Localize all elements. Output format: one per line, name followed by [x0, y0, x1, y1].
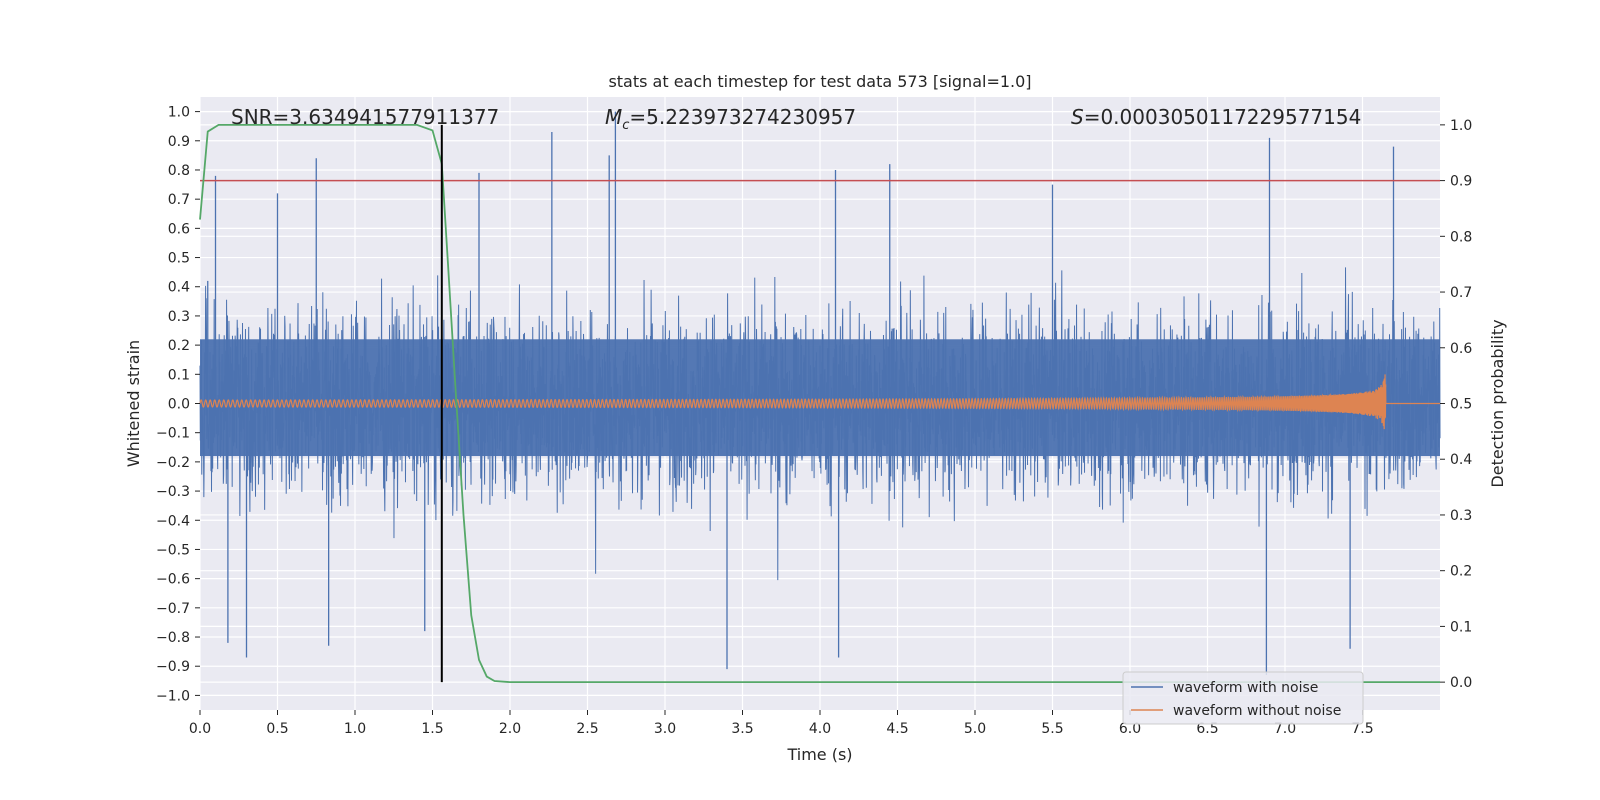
- chirp-mass-subscript: c: [622, 118, 629, 133]
- y-tick-label: 0.3: [168, 309, 190, 325]
- x-tick-label: 0.0: [189, 721, 211, 737]
- s-value: =0.0003050117229577154: [1084, 105, 1362, 129]
- x-tick-label: 3.5: [731, 721, 753, 737]
- x-tick-label: 1.5: [421, 721, 443, 737]
- legend-entry-with-noise: waveform with noise: [1173, 680, 1318, 696]
- chirp-mass-symbol: M: [605, 105, 622, 129]
- y2-tick-label: 0.3: [1450, 508, 1472, 524]
- y-tick-label: −0.1: [156, 426, 190, 442]
- y-tick-label: 0.8: [168, 163, 190, 179]
- chart-title: stats at each timestep for test data 573…: [608, 72, 1031, 91]
- y-tick-label: −0.4: [156, 513, 190, 529]
- y-tick-label: 0.6: [168, 221, 190, 237]
- x-tick-label: 6.0: [1119, 721, 1141, 737]
- snr-annotation: SNR=3.634941577911377: [231, 105, 499, 129]
- y2-tick-label: 1.0: [1450, 118, 1472, 134]
- y-tick-label: −0.2: [156, 455, 190, 471]
- overlay: [199, 123, 1440, 684]
- y-axis-label: Whitened strain: [124, 340, 143, 467]
- x-tick-label: 2.0: [499, 721, 521, 737]
- x-tick-label: 2.5: [576, 721, 598, 737]
- legend-entry-without-noise: waveform without noise: [1173, 703, 1341, 719]
- x-tick-label: 1.0: [344, 721, 366, 737]
- x-tick-label: 7.5: [1351, 721, 1373, 737]
- legend: waveform with noise waveform without noi…: [1122, 671, 1364, 725]
- y2-tick-label: 0.5: [1450, 397, 1472, 413]
- y2-tick-label: 0.7: [1450, 285, 1472, 301]
- y-tick-label: 0.5: [168, 251, 190, 267]
- chirp-mass-value: =5.223973274230957: [629, 105, 856, 129]
- y-tick-label: 1.0: [168, 105, 190, 121]
- y-tick-label: −0.5: [156, 542, 190, 558]
- y-tick-label: 0.0: [168, 397, 190, 413]
- y2-tick-label: 0.0: [1450, 675, 1472, 691]
- y-tick-label: −0.3: [156, 484, 190, 500]
- y-tick-label: −0.9: [156, 659, 190, 675]
- x-tick-label: 7.0: [1274, 721, 1296, 737]
- series-waveform-without-noise: [199, 374, 1440, 430]
- y-tick-label: −0.7: [156, 601, 190, 617]
- x-axis-label: Time (s): [786, 745, 852, 764]
- x-tick-label: 0.5: [266, 721, 288, 737]
- y2-tick-label: 0.6: [1450, 341, 1472, 357]
- y2-axis-label: Detection probability: [1488, 319, 1507, 487]
- y-tick-label: 0.4: [168, 280, 190, 296]
- y-tick-label: 0.2: [168, 338, 190, 354]
- series-line-without-noise: [199, 374, 1440, 430]
- y2-tick-label: 0.9: [1450, 174, 1472, 190]
- y-tick-label: 0.7: [168, 192, 190, 208]
- s-symbol: S: [1071, 105, 1084, 129]
- y2-tick-label: 0.1: [1450, 619, 1472, 635]
- x-tick-label: 5.5: [1041, 721, 1063, 737]
- y-tick-label: 0.9: [168, 134, 190, 150]
- legend-box: [1122, 671, 1364, 725]
- y2-tick-label: 0.4: [1450, 452, 1472, 468]
- x-tick-label: 3.0: [654, 721, 676, 737]
- s-annotation: S=0.0003050117229577154: [1071, 105, 1361, 129]
- y-tick-label: −0.6: [156, 572, 190, 588]
- x-tick-label: 4.5: [886, 721, 908, 737]
- x-tick-label: 5.0: [964, 721, 986, 737]
- y2-tick-label: 0.2: [1450, 564, 1472, 580]
- y-tick-label: 0.1: [168, 367, 190, 383]
- y-tick-label: −0.8: [156, 630, 190, 646]
- series-line-detection-probability: [199, 123, 1440, 684]
- x-tick-label: 4.0: [809, 721, 831, 737]
- y2-tick-label: 0.8: [1450, 229, 1472, 245]
- x-tick-label: 6.5: [1196, 721, 1218, 737]
- chirp-mass-annotation: Mc=5.223973274230957: [605, 105, 856, 133]
- y-tick-label: −1.0: [156, 688, 190, 704]
- axes: 0.0 0.5 1.0 1.5 2.0 2.5 3.0 3.5 4.0 4.5 5.0 5.5 6.0 6…: [156, 105, 1472, 737]
